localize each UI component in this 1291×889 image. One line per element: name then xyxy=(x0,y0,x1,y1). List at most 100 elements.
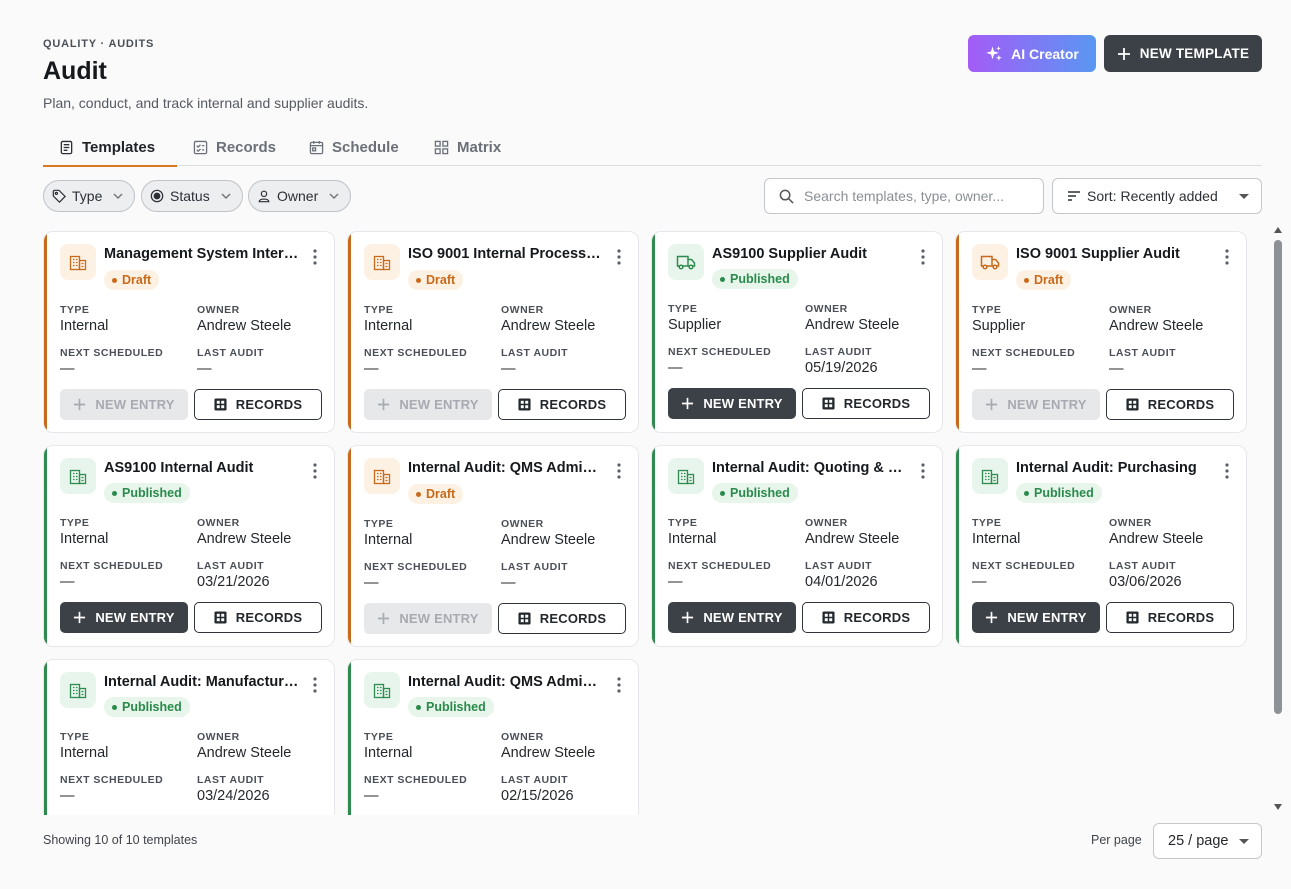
more-vertical-icon[interactable] xyxy=(1222,248,1232,266)
scroll-up-arrow[interactable] xyxy=(1274,227,1282,233)
last-audit-value: — xyxy=(501,575,516,591)
breadcrumb: QUALITY · AUDITS xyxy=(43,38,155,50)
new-template-label: NEW TEMPLATE xyxy=(1139,46,1250,61)
type-filter[interactable]: Type xyxy=(43,180,136,212)
records-button[interactable]: RECORDS xyxy=(802,388,930,419)
new-entry-button[interactable]: NEW ENTRY xyxy=(972,389,1100,420)
grid-icon xyxy=(822,397,835,410)
records-button[interactable]: RECORDS xyxy=(498,389,626,420)
template-name[interactable]: Internal Audit: Purchasing xyxy=(1016,460,1197,476)
template-type-icon xyxy=(364,672,400,708)
more-vertical-icon[interactable] xyxy=(918,462,928,480)
last-audit-label: LAST AUDIT xyxy=(197,774,265,786)
new-entry-button[interactable]: NEW ENTRY xyxy=(668,388,796,419)
type-label: TYPE xyxy=(668,303,698,315)
template-name[interactable]: ISO 9001 Supplier Audit xyxy=(1016,246,1180,262)
grid-icon xyxy=(1126,398,1139,411)
records-button[interactable]: RECORDS xyxy=(1106,602,1234,633)
template-name[interactable]: AS9100 Internal Audit xyxy=(104,460,254,476)
more-vertical-icon[interactable] xyxy=(310,248,320,266)
plus-icon xyxy=(1117,47,1130,60)
new-entry-button[interactable]: NEW ENTRY xyxy=(668,602,796,633)
next-scheduled-value: — xyxy=(668,574,683,590)
more-vertical-icon[interactable] xyxy=(310,462,320,480)
more-vertical-icon[interactable] xyxy=(1222,462,1232,480)
new-entry-button[interactable]: NEW ENTRY xyxy=(972,602,1100,633)
records-button[interactable]: RECORDS xyxy=(194,389,322,420)
last-audit-label: LAST AUDIT xyxy=(501,561,569,573)
next-scheduled-value: — xyxy=(364,575,379,591)
last-audit-label: LAST AUDIT xyxy=(805,560,873,572)
owner-filter[interactable]: Owner xyxy=(248,180,352,212)
template-card[interactable]: ISO 9001 Supplier Audit Draft TYPE Supplier… xyxy=(955,231,1247,433)
owner-label: OWNER xyxy=(1109,517,1152,529)
last-audit-value: 03/21/2026 xyxy=(197,574,270,590)
template-name[interactable]: ISO 9001 Internal Process Audit xyxy=(408,246,604,262)
records-button[interactable]: RECORDS xyxy=(802,602,930,633)
records-button[interactable]: RECORDS xyxy=(1106,389,1234,420)
per-page-select[interactable]: 25 / page xyxy=(1153,823,1262,859)
template-type-icon xyxy=(364,458,400,494)
tab-records[interactable]: Records xyxy=(177,128,276,166)
results-count: Showing 10 of 10 templates xyxy=(43,833,198,847)
more-vertical-icon[interactable] xyxy=(614,462,624,480)
last-audit-value: — xyxy=(1109,361,1124,377)
new-entry-button[interactable]: NEW ENTRY xyxy=(60,389,188,420)
next-scheduled-value: — xyxy=(60,574,75,590)
template-name[interactable]: Internal Audit: QMS Administration xyxy=(408,460,604,476)
status-badge: Draft xyxy=(408,484,464,504)
status-stripe xyxy=(44,446,47,646)
records-button[interactable]: RECORDS xyxy=(498,603,626,634)
tab-matrix[interactable]: Matrix xyxy=(418,128,501,166)
new-entry-button[interactable]: NEW ENTRY xyxy=(364,389,492,420)
search-input[interactable] xyxy=(804,188,1034,204)
per-page-label: Per page xyxy=(1091,833,1142,847)
template-grid: Management System Internal Audit Draft TYP… xyxy=(43,231,1263,815)
template-card[interactable]: ISO 9001 Internal Process Audit Draft TYPE… xyxy=(347,231,639,433)
status-badge: Draft xyxy=(104,270,160,290)
template-name[interactable]: Internal Audit: Manufacturing xyxy=(104,674,300,690)
template-card[interactable]: Internal Audit: Manufacturing Published TY… xyxy=(43,659,335,815)
scroll-down-arrow[interactable] xyxy=(1274,804,1282,810)
grid-icon xyxy=(434,140,449,154)
sort-dropdown[interactable]: Sort: Recently added xyxy=(1052,178,1262,214)
template-card[interactable]: Management System Internal Audit Draft TYP… xyxy=(43,231,335,433)
type-filter-label: Type xyxy=(72,188,103,204)
tab-matrix-label: Matrix xyxy=(457,138,502,156)
new-entry-label: NEW ENTRY xyxy=(399,397,479,412)
template-name[interactable]: Management System Internal Audit xyxy=(104,246,300,262)
status-stripe xyxy=(348,446,351,646)
template-card[interactable]: Internal Audit: Quoting & Contract Revie… xyxy=(651,445,943,647)
more-vertical-icon[interactable] xyxy=(310,676,320,694)
template-name[interactable]: Internal Audit: QMS Administration xyxy=(408,674,604,690)
new-entry-button[interactable]: NEW ENTRY xyxy=(364,603,492,634)
ai-creator-button[interactable]: AI Creator xyxy=(968,35,1096,72)
owner-value: Andrew Steele xyxy=(1109,531,1204,547)
new-template-button[interactable]: NEW TEMPLATE xyxy=(1104,35,1262,72)
template-card[interactable]: Internal Audit: Purchasing Published TYPE I… xyxy=(955,445,1247,647)
scrollbar-thumb[interactable] xyxy=(1274,240,1282,714)
records-label: RECORDS xyxy=(843,610,911,625)
more-vertical-icon[interactable] xyxy=(918,248,928,266)
more-vertical-icon[interactable] xyxy=(614,676,624,694)
status-badge: Published xyxy=(104,697,190,717)
template-card[interactable]: Internal Audit: QMS Administration Draft T… xyxy=(347,445,639,647)
tab-templates[interactable]: Templates xyxy=(43,128,177,167)
status-filter[interactable]: Status xyxy=(141,180,243,212)
template-card[interactable]: AS9100 Internal Audit Published TYPE Intern… xyxy=(43,445,335,647)
template-type-icon xyxy=(668,244,704,280)
owner-value: Andrew Steele xyxy=(197,318,292,334)
records-button[interactable]: RECORDS xyxy=(194,602,322,633)
template-card[interactable]: AS9100 Supplier Audit Published TYPE Suppli… xyxy=(651,231,943,433)
template-name[interactable]: AS9100 Supplier Audit xyxy=(712,246,867,262)
search-icon xyxy=(779,189,794,204)
template-card[interactable]: Internal Audit: QMS Administration Publis… xyxy=(347,659,639,815)
status-stripe xyxy=(956,446,959,646)
tab-schedule[interactable]: Schedule xyxy=(293,128,399,166)
next-scheduled-label: NEXT SCHEDULED xyxy=(60,774,164,786)
next-scheduled-label: NEXT SCHEDULED xyxy=(972,560,1076,572)
plus-icon xyxy=(74,611,86,624)
template-name[interactable]: Internal Audit: Quoting & Contract Revie… xyxy=(712,460,908,476)
new-entry-button[interactable]: NEW ENTRY xyxy=(60,602,188,633)
more-vertical-icon[interactable] xyxy=(614,248,624,266)
